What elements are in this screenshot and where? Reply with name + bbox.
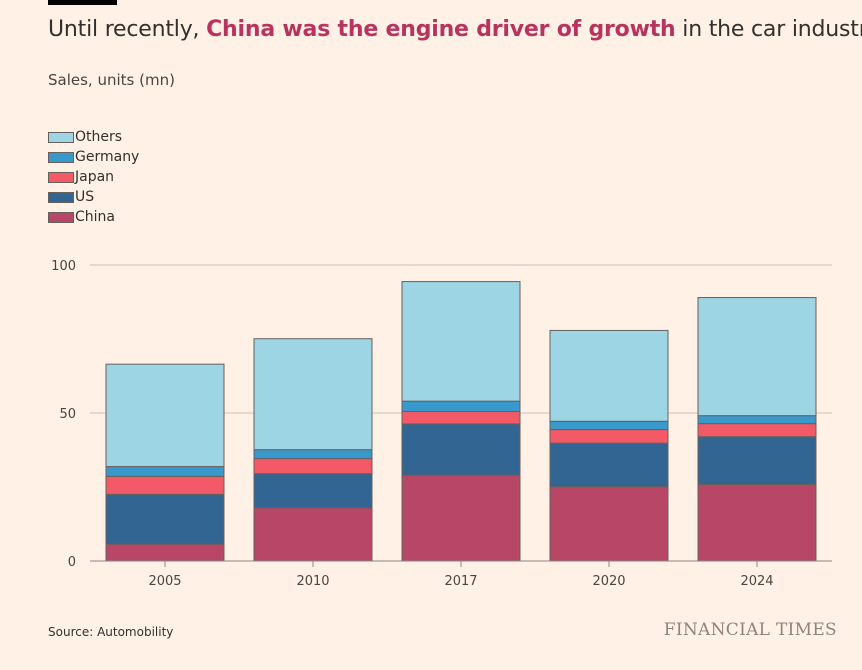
bar-germany-2024	[697, 415, 817, 425]
bar-germany-2005	[105, 466, 225, 477]
bar-others-2017	[401, 281, 521, 402]
legend-swatch	[48, 211, 74, 223]
bar-japan-2005	[105, 475, 225, 495]
ft-logo: FINANCIAL TIMES	[663, 620, 837, 640]
legend-label: Others	[75, 129, 123, 145]
legend-label: US	[75, 189, 95, 205]
bar-japan-2020	[549, 429, 669, 444]
y-tick-label: 0	[68, 555, 76, 570]
bar-us-2024	[697, 436, 817, 485]
bar-us-2010	[253, 473, 373, 509]
y-tick-label: 50	[59, 407, 76, 422]
x-tick-label: 2010	[296, 574, 329, 589]
legend-item-china: China	[48, 207, 139, 227]
bar-us-2017	[401, 423, 521, 476]
source-note: Source: Automobility	[48, 625, 174, 639]
x-tick-label: 2024	[740, 574, 773, 589]
ft-top-bar	[48, 0, 117, 5]
bar-germany-2010	[253, 449, 373, 460]
bar-china-2017	[401, 474, 521, 562]
title-highlight: China was the engine driver of growth	[206, 17, 676, 42]
bar-china-2005	[105, 543, 225, 562]
legend-swatch	[48, 151, 74, 163]
bar-germany-2020	[549, 420, 669, 431]
legend-item-germany: Germany	[48, 147, 139, 167]
legend-item-japan: Japan	[48, 167, 139, 187]
x-tick-label: 2017	[444, 574, 477, 589]
legend-swatch	[48, 171, 74, 183]
legend-item-others: Others	[48, 127, 139, 147]
x-tick-label: 2005	[148, 574, 181, 589]
bar-china-2010	[253, 507, 373, 562]
bar-us-2020	[549, 442, 669, 488]
bar-germany-2017	[401, 400, 521, 413]
legend-swatch	[48, 191, 74, 203]
y-tick-label: 100	[51, 259, 76, 274]
chart-title: Until recently, China was the engine dri…	[48, 17, 862, 42]
bar-japan-2010	[253, 458, 373, 475]
bar-others-2024	[697, 297, 817, 417]
legend-label: China	[75, 209, 115, 225]
legend-label: Japan	[75, 169, 115, 185]
legend: Others Germany Japan US China	[48, 127, 139, 227]
bar-us-2005	[105, 493, 225, 545]
bar-japan-2017	[401, 411, 521, 425]
bar-others-2020	[549, 329, 669, 422]
bar-japan-2024	[697, 423, 817, 438]
bar-others-2010	[253, 338, 373, 451]
x-tick-label: 2020	[592, 574, 625, 589]
legend-label: Germany	[75, 149, 140, 165]
legend-swatch	[48, 131, 74, 143]
bar-others-2005	[105, 363, 225, 468]
chart-subtitle: Sales, units (mn)	[48, 71, 175, 89]
bar-china-2020	[549, 486, 669, 562]
legend-item-us: US	[48, 187, 139, 207]
bar-china-2024	[697, 483, 817, 562]
